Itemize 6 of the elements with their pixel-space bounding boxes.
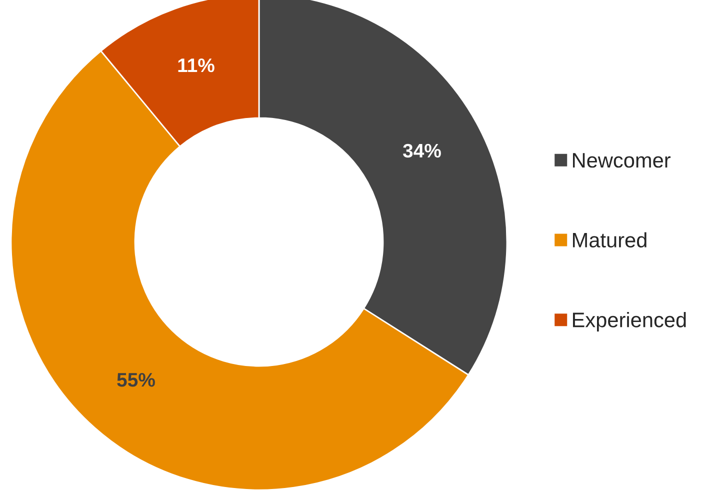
data-label: 11% [178,58,214,72]
data-label: 34% [402,144,441,158]
data-label: 55% [117,373,155,387]
legend-label: Experienced [572,312,686,332]
legend-label: Matured [572,232,646,248]
legend-label: Newcomer [572,153,670,168]
